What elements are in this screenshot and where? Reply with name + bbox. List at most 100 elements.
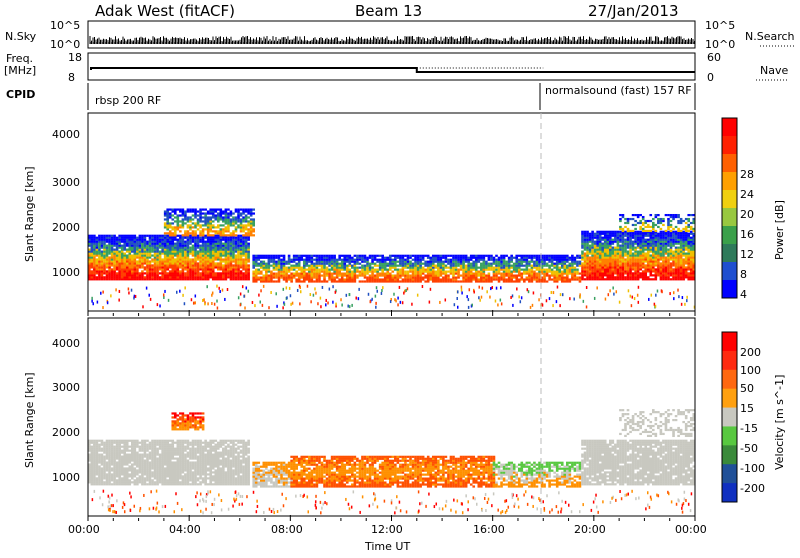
power-cell [612,241,615,243]
power-cell [629,237,632,239]
power-cell [179,254,182,256]
power-cell [227,245,230,247]
power-cell [364,255,367,257]
power-cell [647,220,650,222]
power-cell [161,247,164,249]
power-cell [553,259,556,261]
power-cell [235,208,238,210]
power-cell [596,254,599,256]
power-cell [505,278,508,280]
power-cell [316,265,319,267]
power-cell [599,272,602,274]
power-cell [331,261,334,263]
power-cell [672,256,675,258]
power-cell [599,258,602,260]
power-cell [240,214,243,216]
power-cell [619,235,622,237]
power-cell [131,258,134,260]
power-cell [151,251,154,253]
power-cell [682,252,685,254]
power-cell [217,247,220,249]
power-cell [586,239,589,241]
power-cell [252,208,255,210]
power-cell [161,278,164,280]
power-cell [409,274,412,276]
power-cell [349,263,352,265]
power-cell [632,252,635,254]
power-cell [632,235,635,237]
power-cell [197,274,200,276]
power-cell [197,258,200,260]
power-cell [485,265,488,267]
power-cell [149,278,152,280]
power-cell [675,262,678,264]
power-cell [199,256,202,258]
power-cell [128,254,131,256]
power-cell [495,269,498,271]
power-cell [599,243,602,245]
power-cell [498,271,501,273]
power-cell [538,265,541,267]
power-cell [379,267,382,269]
power-cell [531,259,534,261]
power-cell [311,265,314,267]
power-cell [632,276,635,278]
power-cell [164,272,167,274]
cpid-segment-1: rbsp 200 RF [95,94,161,107]
power-cell [232,276,235,278]
power-cell [627,252,630,254]
power-cell [209,252,212,254]
power-cell [209,216,212,218]
power-cell [619,274,622,276]
power-cell [515,257,518,259]
power-cell [528,255,531,257]
power-cell [596,256,599,258]
power-cell [508,263,511,265]
power-cell [179,262,182,264]
power-cell [214,262,217,264]
power-cell [571,269,574,271]
power-cell [389,263,392,265]
power-cell [619,249,622,251]
power-cell [677,216,680,218]
power-cell [649,264,652,266]
power-cell [166,243,169,245]
power-cell [672,214,675,216]
power-cell [462,280,465,282]
power-cell [627,272,630,274]
power-cell [288,263,291,265]
power-cell [619,262,622,264]
power-cell [116,247,119,249]
power-cell [197,270,200,272]
power-cell [467,267,470,269]
power-cell [293,261,296,263]
power-cell [682,251,685,253]
power-cell [204,252,207,254]
power-cell [217,272,220,274]
power-cell [209,222,212,224]
power-cell [356,257,359,259]
power-cell [174,266,177,268]
power-cell [242,247,245,249]
power-cell [187,264,190,266]
power-cell [131,249,134,251]
power-cell [265,269,268,271]
power-cell [614,252,617,254]
power-cell [171,276,174,278]
power-cell [136,266,139,268]
power-cell [670,272,673,274]
power-noise [102,306,104,309]
power-cell [204,222,207,224]
power-cell [604,256,607,258]
power-noise [638,286,640,289]
power-cell [232,220,235,222]
power-cell [637,241,640,243]
power-cell [326,257,329,259]
power-cell [242,268,245,270]
power-cell [675,247,678,249]
power-cell [379,280,382,282]
power-cell [326,263,329,265]
power-cell [632,274,635,276]
power-cell [601,270,604,272]
power-cell [207,251,210,253]
